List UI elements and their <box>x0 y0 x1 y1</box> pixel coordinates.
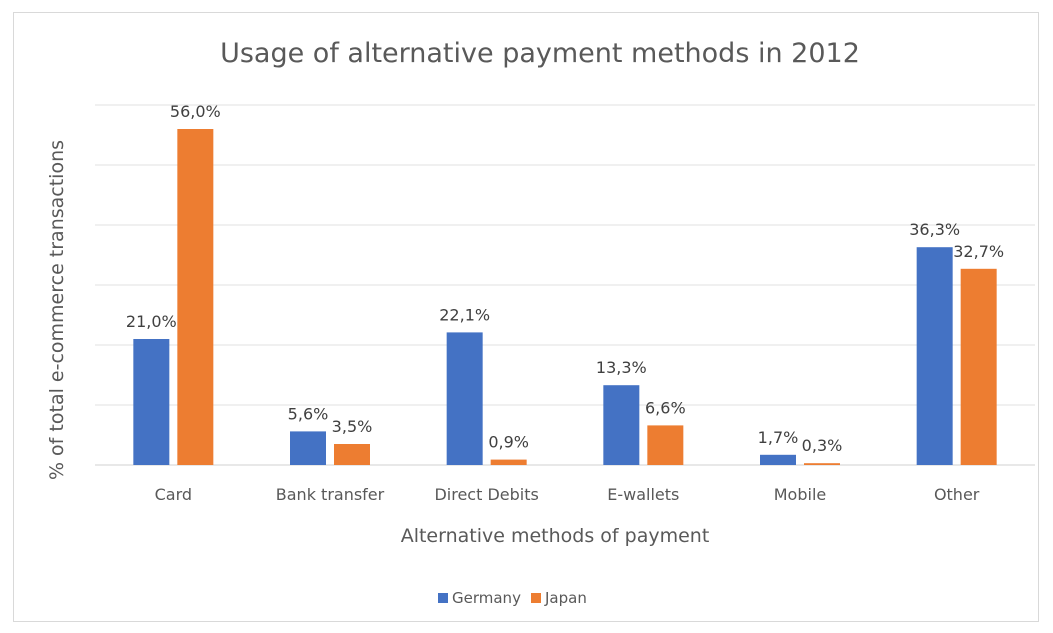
bar-germany-mobile <box>760 454 796 465</box>
category-label: E-wallets <box>607 485 679 504</box>
category-label: Mobile <box>774 485 826 504</box>
data-label: 36,3% <box>909 220 960 239</box>
bar-japan-other <box>960 268 997 465</box>
chart-title: Usage of alternative payment methods in … <box>220 38 860 69</box>
bar-japan-bank-transfer <box>334 444 370 465</box>
legend-label-japan: Japan <box>544 589 587 607</box>
data-label: 1,7% <box>758 428 799 447</box>
data-label: 22,1% <box>439 305 490 324</box>
data-label: 3,5% <box>332 417 373 436</box>
bar-germany-bank-transfer <box>290 431 326 465</box>
category-label: Card <box>155 485 192 504</box>
category-label: Other <box>934 485 980 504</box>
category-labels: Card Bank transfer Direct Debits E-wallets M… <box>155 485 980 504</box>
data-labels: 21,0% 56,0% 5,6%3,5% 22,1% 0,9% 13,3% 6,6% 1,7%… <box>126 102 1004 455</box>
bar-japan-card <box>177 129 214 465</box>
legend-label-germany: Germany <box>452 589 521 607</box>
data-label: 13,3% <box>596 358 647 377</box>
data-label: 5,6% <box>288 404 329 423</box>
bar-germany-card <box>133 339 170 465</box>
bar-germany-other <box>916 247 953 465</box>
legend: Germany Japan <box>438 589 587 607</box>
bar-germany-direct-debits <box>446 332 483 465</box>
bar-japan-e-wallets <box>647 425 684 465</box>
data-label: 6,6% <box>645 398 686 417</box>
legend-swatch-germany <box>438 593 448 603</box>
x-axis-label: Alternative methods of payment <box>401 525 710 547</box>
legend-swatch-japan <box>531 593 541 603</box>
category-label: Bank transfer <box>276 485 385 504</box>
gridlines <box>95 104 1035 466</box>
data-label: 21,0% <box>126 312 177 331</box>
y-axis-label: % of total e-commerce transactions <box>46 140 68 480</box>
data-label: 0,9% <box>488 433 529 452</box>
data-label: 32,7% <box>953 242 1004 261</box>
bars <box>133 129 997 465</box>
category-label: Direct Debits <box>434 485 538 504</box>
bar-japan-mobile <box>804 463 840 465</box>
data-label: 56,0% <box>170 102 221 121</box>
bar-japan-direct-debits <box>490 459 527 465</box>
bar-germany-e-wallets <box>603 385 640 465</box>
data-label: 0,3% <box>802 436 843 455</box>
